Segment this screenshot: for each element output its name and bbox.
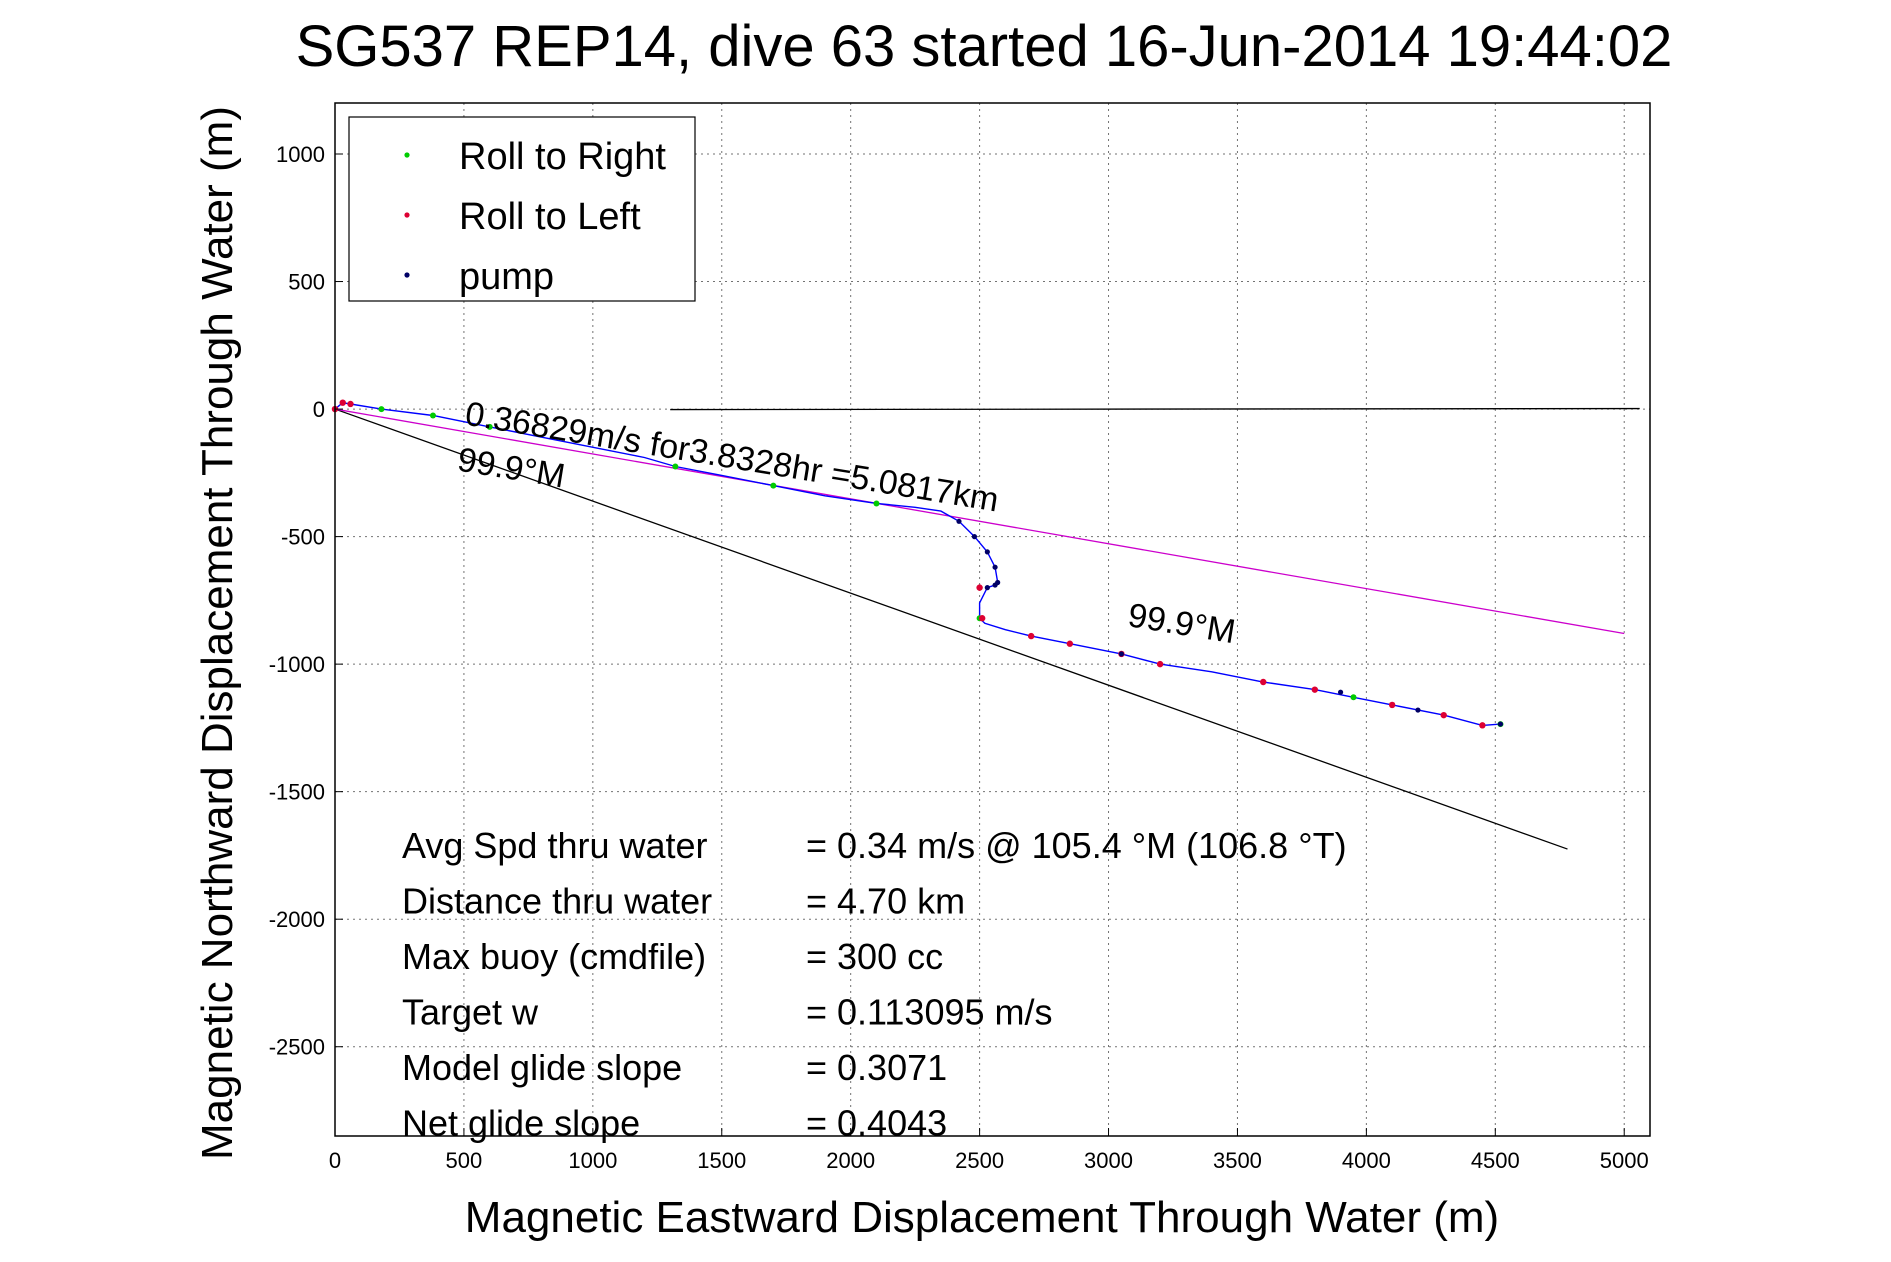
roll-left-point — [978, 615, 986, 622]
x-tick-label: 0 — [329, 1148, 341, 1173]
roll-left-point — [1479, 722, 1486, 729]
x-tick-label: 2000 — [826, 1148, 875, 1173]
pump-point — [992, 564, 998, 570]
x-tick-label: 4500 — [1471, 1148, 1520, 1173]
stat-label: Max buoy (cmdfile) — [402, 936, 706, 977]
y-tick-label: -1000 — [269, 652, 325, 677]
legend-marker — [404, 152, 410, 158]
y-tick-labels: 1000 500 0 -500 -1000 -1500 -2000 -2500 — [269, 142, 343, 1060]
y-tick-label: 500 — [288, 270, 325, 295]
roll-left-point — [1027, 632, 1035, 640]
x-tick-label: 3000 — [1084, 1148, 1133, 1173]
reference-line — [334, 408, 1625, 635]
stat-value: = 0.3071 — [806, 1047, 947, 1088]
pump-point — [984, 549, 990, 555]
pump-point — [992, 582, 998, 588]
chart-title: SG537 REP14, dive 63 started 16-Jun-2014… — [296, 14, 1673, 79]
stat-label: Model glide slope — [402, 1047, 682, 1088]
stat-label: Distance thru water — [402, 881, 712, 922]
track-layer — [334, 401, 1501, 727]
legend-label: pump — [459, 256, 554, 298]
roll-left-point — [1156, 660, 1164, 668]
roll-left-point — [339, 399, 346, 406]
pump-point — [956, 518, 962, 524]
roll-right-point — [1350, 694, 1357, 701]
roll-left-point — [1388, 701, 1396, 709]
reference-lines — [334, 407, 1640, 850]
roll-left-point — [976, 584, 983, 591]
x-tick-label: 500 — [446, 1148, 483, 1173]
roll-right-point — [770, 482, 777, 489]
stat-value: = 0.113095 m/s — [806, 992, 1053, 1033]
track-line — [334, 401, 1501, 727]
pump-point — [1337, 689, 1344, 695]
roll-right-point — [429, 412, 436, 419]
legend-label: Roll to Left — [459, 196, 641, 238]
stats-block: Avg Spd thru water = 0.34 m/s @ 105.4 °M … — [402, 825, 1347, 1144]
y-tick-label: 1000 — [276, 142, 325, 167]
x-tick-label: 5000 — [1600, 1148, 1649, 1173]
x-tick-label: 3500 — [1213, 1148, 1262, 1173]
roll-right-point — [873, 500, 880, 507]
y-tick-label: -2500 — [269, 1035, 325, 1060]
x-tick-label: 1000 — [568, 1148, 617, 1173]
y-tick-label: -1500 — [269, 780, 325, 805]
stat-label: Avg Spd thru water — [402, 825, 708, 866]
roll-right-point — [672, 463, 679, 470]
legend-marker — [404, 212, 410, 218]
pump-point — [1415, 707, 1421, 713]
reference-line — [334, 408, 1568, 850]
legend-label: Roll to Right — [459, 136, 666, 178]
pump-point — [971, 534, 978, 540]
roll-left-point — [347, 400, 354, 408]
y-tick-label: -500 — [281, 525, 325, 550]
roll-right-point — [486, 423, 493, 430]
roll-left-point — [1311, 686, 1319, 693]
roll-right-point — [378, 406, 385, 413]
legend-marker — [404, 272, 410, 278]
x-tick-labels: 0 500 1000 1500 2000 2500 3000 3500 4000 4500 5000 — [329, 1128, 1649, 1173]
reference-line — [670, 407, 1640, 411]
pump-point — [1497, 721, 1504, 727]
y-axis-label: Magnetic Northward Displacement Through … — [193, 106, 242, 1160]
legend-box — [348, 116, 696, 302]
x-axis-label: Magnetic Eastward Displacement Through W… — [465, 1193, 1499, 1242]
x-tick-label: 4000 — [1342, 1148, 1391, 1173]
roll-left-point — [1066, 640, 1074, 647]
x-tick-label: 2500 — [955, 1148, 1004, 1173]
stat-value: = 4.70 km — [806, 881, 965, 922]
y-tick-label: -2000 — [269, 907, 325, 932]
pump-point — [984, 585, 990, 591]
stat-value: = 300 cc — [806, 936, 943, 977]
stat-value: = 0.34 m/s @ 105.4 °M (106.8 °T) — [806, 825, 1347, 866]
stat-value: = 0.4043 — [806, 1103, 947, 1144]
plot-frame — [334, 102, 1651, 1137]
x-tick-label: 1500 — [697, 1148, 746, 1173]
y-tick-label: 0 — [313, 397, 325, 422]
roll-left-point — [1440, 711, 1447, 719]
stat-label: Target w — [402, 992, 539, 1033]
roll-left-point — [1260, 678, 1267, 686]
marker-layer — [331, 399, 1504, 729]
stat-label: Net glide slope — [402, 1103, 640, 1144]
pump-point — [1118, 651, 1125, 657]
legend: Roll to Right Roll to Left pump — [348, 116, 696, 302]
